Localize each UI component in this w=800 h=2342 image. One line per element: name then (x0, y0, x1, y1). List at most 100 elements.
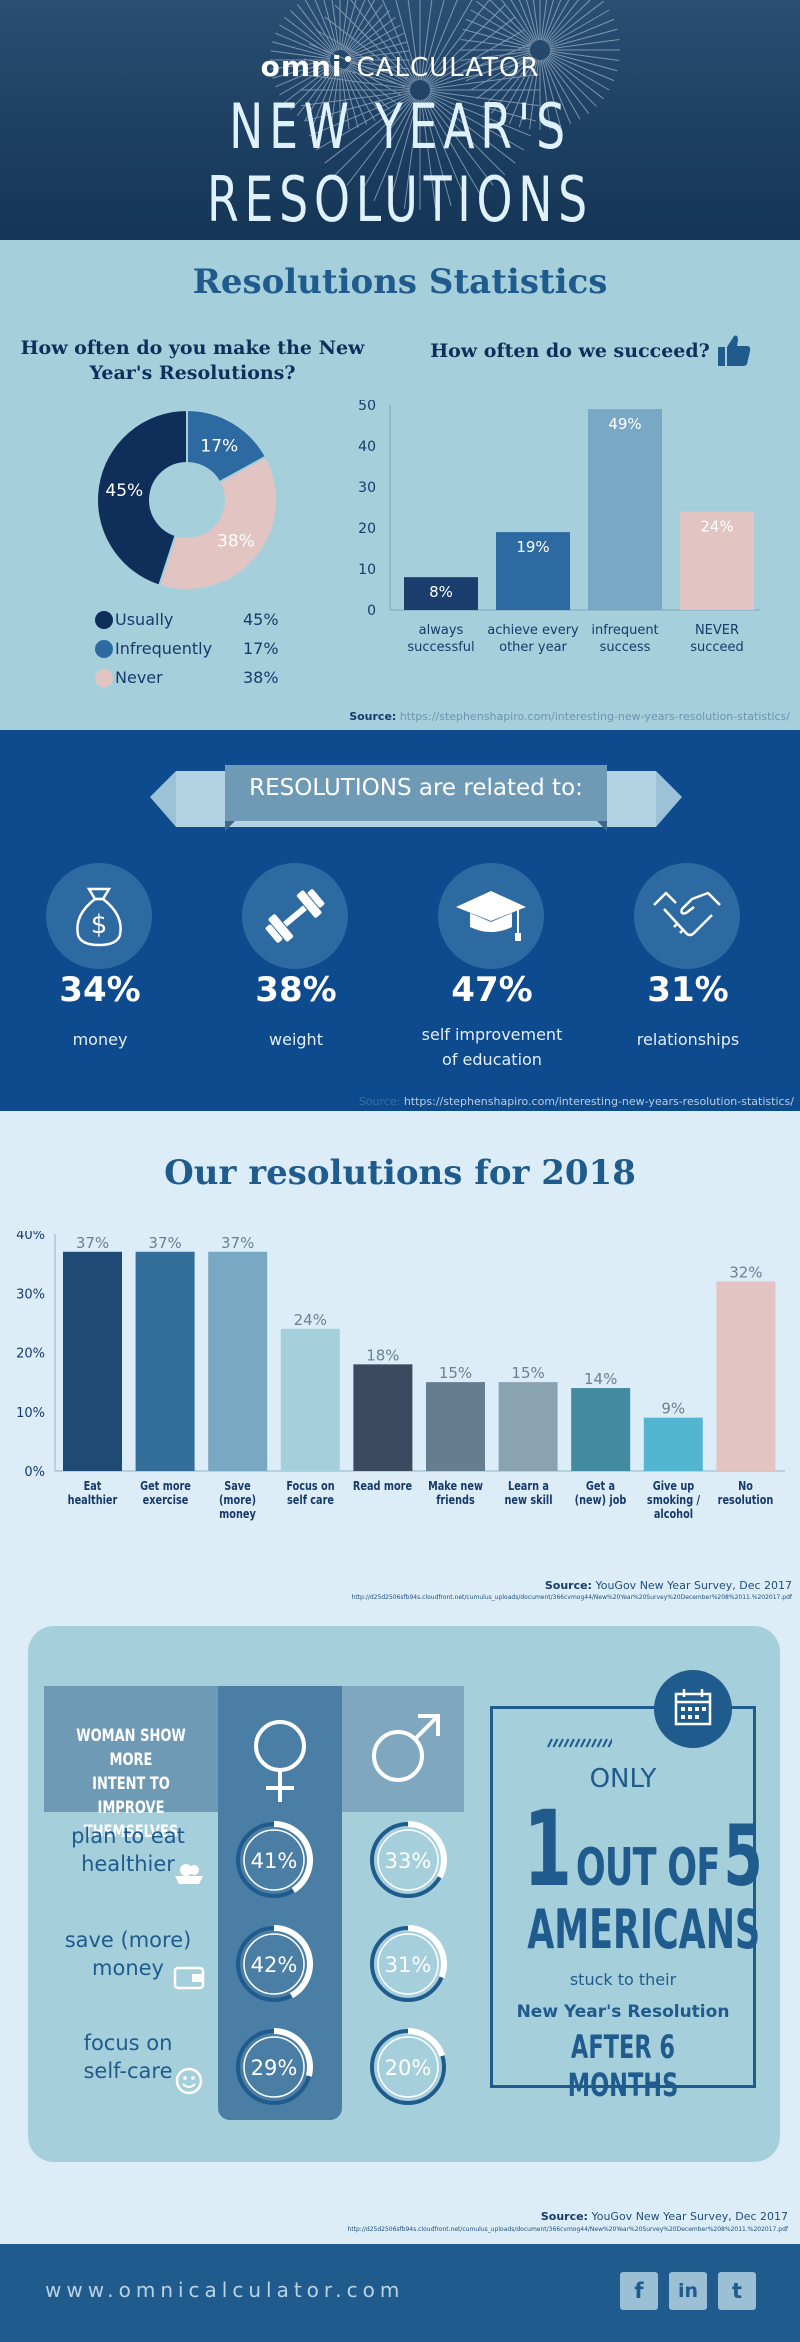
ring-arc-women (273, 1925, 313, 1999)
stuck-text: stuck to their (569, 1970, 677, 1989)
pie-label-never: 38% (217, 531, 255, 551)
bar-value-label: 37% (148, 1234, 181, 1252)
y2018-source-link[interactable]: http://d25d2506sfb94s.cloudfront.net/cum… (351, 1594, 792, 1601)
y-tick-label: 10% (16, 1406, 45, 1421)
x-category-label: Make new friends (428, 1479, 483, 1507)
calendar-icon (674, 1689, 712, 1726)
bar (498, 1382, 558, 1471)
resolutions-2018-title: Our resolutions for 2018 (164, 1153, 636, 1193)
pie-slice-usually (96, 408, 188, 587)
x-category-label: succeed (690, 640, 744, 655)
bar-value-label: 49% (608, 415, 641, 433)
bar (280, 1328, 340, 1471)
twitter-icon[interactable]: t (718, 2272, 756, 2310)
legend-label: Infrequently (115, 639, 213, 658)
related-source-link[interactable]: https://stephenshapiro.com/interesting-n… (403, 1095, 794, 1108)
pie-chart: 17% 38% 45% (96, 408, 278, 591)
legend-value: 38% (243, 668, 279, 687)
pie-slice-never (157, 455, 278, 591)
thumbs-up-icon (718, 335, 751, 366)
bar-title: How often do we succeed? (430, 340, 710, 362)
success-bar-chart: 0 10 20 30 40 50 8% always successful 19% achieve … (358, 400, 760, 655)
ring-value-women: 42% (251, 1953, 298, 1977)
y-tick-label: 40 (358, 439, 376, 455)
female-symbol-icon (254, 1720, 306, 1802)
wallet-icon (173, 1966, 205, 1990)
ring-value-men: 31% (385, 1953, 432, 1977)
footer-url[interactable]: www.omnicalculator.com (45, 2278, 405, 2302)
related-source: Source: https://stephenshapiro.com/inter… (358, 1095, 794, 1108)
gender-row-label: focus on self-care (83, 2031, 173, 2083)
one-out-of-five: 1 OUT OF 5 (523, 1788, 763, 1910)
page-title: NEW YEAR'S RESOLUTIONS (207, 90, 593, 236)
related-pct: 31% (647, 970, 729, 1010)
education-circle (438, 863, 544, 969)
x-category-label: Get a (new) job (574, 1479, 627, 1507)
legend-value: 45% (243, 610, 279, 629)
gender-source-link[interactable]: http://d25d2506sfb94s.cloudfront.net/cum… (347, 2226, 788, 2233)
related-pct: 34% (59, 970, 141, 1010)
pie-slice-infrequently (186, 408, 268, 484)
bar (353, 1364, 413, 1471)
brand-logo: omni CALCULATOR (260, 50, 540, 83)
x-category-label: Focus on self care (286, 1479, 335, 1507)
stats-source: Source: https://stephenshapiro.com/inter… (349, 710, 790, 723)
ring-value-women: 41% (251, 1849, 298, 1873)
svg-text:$: $ (91, 910, 108, 940)
bar (426, 1382, 485, 1471)
bar-value-label: 24% (294, 1311, 327, 1329)
linkedin-icon[interactable]: in (669, 2272, 707, 2310)
relationships-circle (634, 863, 740, 969)
y-tick-label: 40% (16, 1231, 45, 1243)
men-column-header (342, 1686, 464, 1812)
calendar-circle (654, 1670, 732, 1748)
bar-value-label: 8% (429, 583, 453, 601)
legend-label: Never (115, 668, 163, 687)
bar (208, 1251, 268, 1471)
related-label: relationships (636, 1030, 740, 1049)
ring-arc-men (407, 1821, 447, 1879)
food-icon (175, 1864, 203, 1884)
x-category-label: achieve every (487, 623, 579, 638)
stats-title: Resolutions Statistics (192, 262, 608, 302)
bar-value-label: 32% (729, 1263, 762, 1281)
bar (588, 409, 662, 610)
x-category-label: Learn a new skill (504, 1479, 553, 1507)
bar (404, 577, 478, 610)
x-category-label: NEVER (695, 623, 739, 638)
y-tick-label: 0 (367, 603, 376, 619)
money-bag-icon: $ (76, 887, 122, 947)
pie-label-usually: 45% (105, 481, 143, 501)
bar-value-label: 18% (366, 1346, 399, 1364)
pie-title: How often do you make the New Year's Reso… (20, 337, 365, 384)
bar-value-label: 37% (221, 1234, 254, 1252)
ribbon-banner (150, 765, 682, 831)
legend-swatch (95, 640, 113, 658)
x-category-label: successful (407, 640, 474, 655)
money-circle: $ (46, 863, 152, 969)
related-label: self improvement of education (421, 1025, 563, 1069)
americans-text: AMERICANS (527, 1898, 761, 1961)
only-text: ONLY (589, 1764, 657, 1794)
facebook-icon[interactable]: f (620, 2272, 658, 2310)
y-tick-label: 20 (358, 521, 376, 537)
graduation-cap-icon (456, 891, 526, 941)
legend-swatch (95, 611, 113, 629)
gender-source: Source: YouGov New Year Survey, Dec 2017 (540, 2210, 788, 2223)
ring-arc-men (407, 2028, 446, 2057)
legend-value: 17% (243, 639, 279, 658)
weight-circle (242, 863, 348, 969)
related-pct: 38% (255, 970, 337, 1010)
x-category-label: No resolution (718, 1479, 774, 1507)
pie-label-infrequently: 17% (200, 436, 238, 456)
y-tick-label: 30 (358, 480, 376, 496)
bar (63, 1251, 122, 1471)
bar (643, 1417, 703, 1471)
footer: www.omnicalculator.com f in t (0, 2244, 800, 2342)
bar (135, 1251, 195, 1471)
stats-section: Resolutions Statistics How often do you … (0, 240, 800, 730)
stats-source-link[interactable]: https://stephenshapiro.com/interesting-n… (399, 710, 790, 723)
bar (680, 511, 754, 610)
smiley-icon (175, 2067, 203, 2095)
y-tick-label: 20% (16, 1347, 45, 1362)
